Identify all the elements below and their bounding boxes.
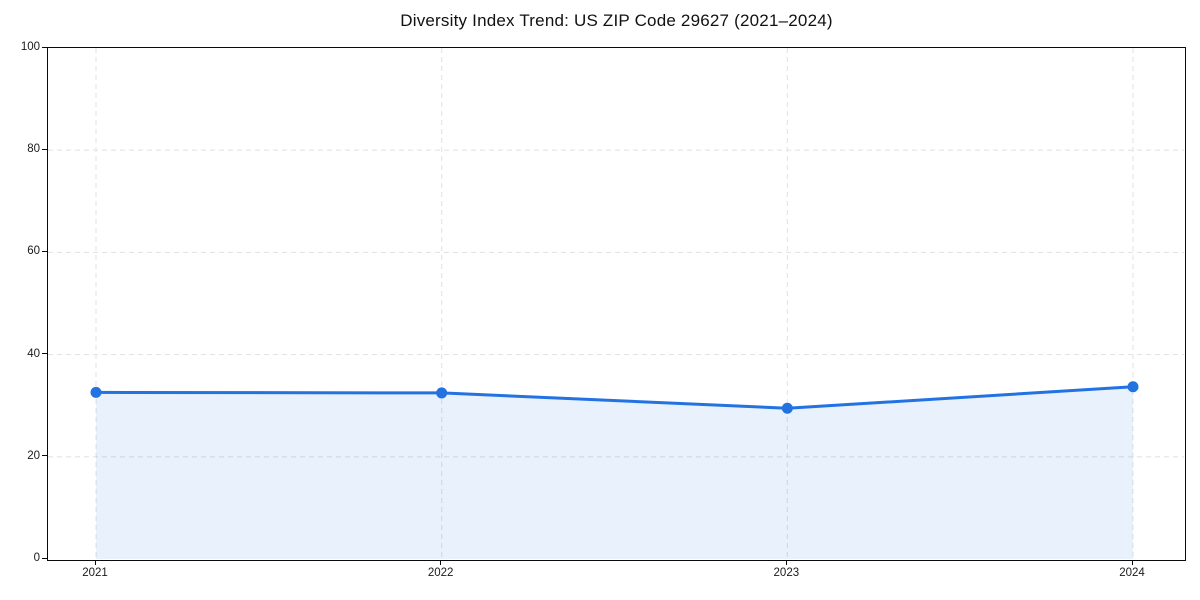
chart-title: Diversity Index Trend: US ZIP Code 29627… bbox=[400, 11, 833, 30]
x-axis-tick-label: 2023 bbox=[773, 567, 800, 579]
data-point-2023 bbox=[781, 402, 793, 414]
trend-chart-svg bbox=[48, 48, 1184, 559]
x-axis-tick-label: 2022 bbox=[427, 567, 454, 579]
area-fill bbox=[96, 386, 1133, 559]
trend-line bbox=[94, 385, 1135, 410]
x-axis-tick-mark bbox=[1131, 559, 1133, 565]
y-axis-tick-label: 0 bbox=[33, 552, 40, 564]
x-axis-tick-mark bbox=[785, 559, 788, 565]
y-axis-tick-label: 60 bbox=[27, 245, 40, 258]
y-axis-tick-mark bbox=[42, 148, 47, 150]
data-point-2022 bbox=[436, 387, 448, 399]
y-axis-tick-mark bbox=[42, 353, 47, 355]
y-axis-tick-label: 40 bbox=[27, 347, 40, 360]
x-axis-tick-label: 2021 bbox=[82, 567, 108, 579]
x-axis-tick-label: 2024 bbox=[1119, 567, 1145, 579]
y-axis-tick-mark bbox=[42, 455, 47, 457]
y-axis-tick-label: 80 bbox=[27, 143, 40, 156]
x-axis-tick-mark bbox=[94, 559, 96, 565]
y-axis-tick-mark bbox=[42, 557, 47, 559]
y-axis-tick-label: 100 bbox=[20, 41, 40, 53]
y-axis-tick-mark bbox=[42, 250, 47, 253]
data-point-2024 bbox=[1127, 381, 1139, 393]
x-axis-tick-mark bbox=[440, 559, 442, 565]
data-point-2021 bbox=[90, 386, 102, 398]
plot-area bbox=[47, 47, 1186, 561]
y-axis-tick-mark bbox=[42, 46, 47, 48]
y-axis-tick-label: 20 bbox=[27, 449, 40, 462]
